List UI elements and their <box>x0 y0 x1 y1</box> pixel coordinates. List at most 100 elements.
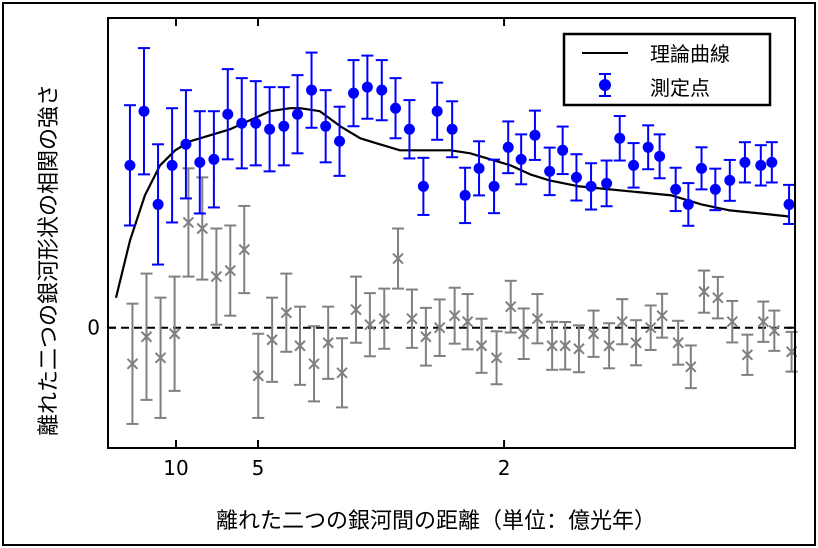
x-tick-label: 10 <box>163 456 188 480</box>
measured-point <box>488 158 501 215</box>
null-point <box>490 330 503 386</box>
null-point <box>741 333 754 376</box>
measured-point <box>528 109 541 161</box>
null-point <box>363 292 376 358</box>
x-marker <box>630 337 642 349</box>
circle-marker <box>320 120 332 132</box>
circle-marker <box>670 183 682 195</box>
measured-point <box>556 125 569 176</box>
circle-marker <box>361 81 373 93</box>
circle-marker <box>194 156 206 168</box>
x-marker <box>266 334 278 346</box>
null-point <box>644 304 657 351</box>
x-marker <box>757 315 770 328</box>
measured-point <box>152 143 165 266</box>
x-marker <box>712 291 724 304</box>
y-axis-label: 離れた二つの銀河形状の相関の強さ <box>37 84 62 436</box>
null-point <box>448 286 461 345</box>
x-marker <box>603 340 615 352</box>
measured-point <box>627 142 640 189</box>
circle-marker <box>334 135 346 147</box>
circle-marker <box>766 156 778 168</box>
legend-label-theory: 理論曲線 <box>650 42 730 66</box>
measured-point <box>682 182 695 227</box>
null-point <box>419 306 432 367</box>
null-point <box>672 319 685 366</box>
measured-point <box>669 166 682 213</box>
measured-point <box>417 156 430 216</box>
circle-marker <box>739 156 751 168</box>
circle-marker <box>682 198 694 210</box>
circle-marker <box>473 162 485 174</box>
measured-point <box>389 77 402 140</box>
null-point <box>126 302 139 425</box>
circle-marker <box>459 189 471 201</box>
legend-marker-swatch <box>599 73 611 97</box>
x-marker <box>420 331 432 343</box>
circle-marker <box>292 108 304 120</box>
x-marker <box>140 331 153 343</box>
x-marker <box>182 216 195 229</box>
null-point <box>252 332 265 419</box>
null-point <box>559 321 572 371</box>
measured-point <box>375 59 388 122</box>
circle-marker <box>138 105 150 117</box>
x-marker <box>656 309 668 322</box>
circle-marker <box>724 174 736 186</box>
circle-marker <box>390 102 402 114</box>
measured-point <box>319 89 332 164</box>
measured-point <box>642 124 655 171</box>
x-marker <box>768 325 781 337</box>
null-point <box>726 299 739 344</box>
null-point <box>210 227 223 326</box>
null-point <box>378 287 391 350</box>
null-point <box>768 309 781 352</box>
x-tick-label: 2 <box>498 456 511 480</box>
circle-marker <box>278 120 290 132</box>
measured-point <box>207 110 220 209</box>
measured-point <box>347 59 360 128</box>
measured-point <box>291 74 304 155</box>
circle-marker <box>208 153 220 165</box>
circle-marker <box>529 129 541 141</box>
circle-marker <box>696 162 708 174</box>
x-marker <box>517 328 530 340</box>
circle-marker <box>570 171 582 183</box>
null-point <box>531 293 544 345</box>
circle-marker <box>417 180 429 192</box>
circle-marker <box>557 144 569 156</box>
circle-marker <box>585 180 597 192</box>
legend-box <box>562 32 772 107</box>
measured-point <box>473 140 486 197</box>
x-marker <box>448 309 461 322</box>
measured-point <box>137 47 150 176</box>
measured-point <box>263 86 276 173</box>
x-marker <box>294 340 306 352</box>
x-marker <box>433 322 446 334</box>
circle-marker <box>348 87 360 99</box>
null-point <box>336 337 349 409</box>
null-point <box>630 319 643 367</box>
x-marker <box>238 243 250 256</box>
measured-point <box>235 77 248 170</box>
null-point <box>461 293 474 351</box>
measured-point <box>502 120 515 175</box>
circle-marker <box>124 159 136 171</box>
null-point <box>196 176 209 281</box>
measured-point <box>179 89 192 200</box>
x-marker <box>505 300 517 313</box>
measured-point <box>221 68 234 161</box>
x-marker <box>378 312 390 325</box>
x-marker <box>726 315 738 328</box>
null-point <box>656 292 669 339</box>
x-marker <box>475 340 488 352</box>
x-marker <box>196 222 209 235</box>
null-point <box>182 167 195 278</box>
x-marker <box>168 328 181 340</box>
measured-point <box>333 105 346 177</box>
x-marker <box>252 370 264 382</box>
circle-marker <box>642 141 654 153</box>
x-marker <box>490 352 503 364</box>
plot-area-border <box>107 17 796 449</box>
